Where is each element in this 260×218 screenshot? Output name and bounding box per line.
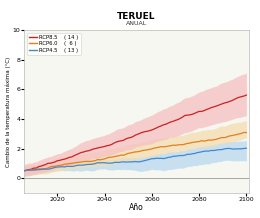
Title: TERUEL: TERUEL: [117, 12, 156, 21]
X-axis label: Año: Año: [129, 203, 144, 213]
Y-axis label: Cambio de la temperatura máxima (°C): Cambio de la temperatura máxima (°C): [5, 56, 11, 167]
Legend: RCP8.5    ( 14 ), RCP6.0    (  6 ), RCP4.5    ( 13 ): RCP8.5 ( 14 ), RCP6.0 ( 6 ), RCP4.5 ( 13…: [27, 33, 81, 55]
Text: ANUAL: ANUAL: [126, 21, 147, 26]
